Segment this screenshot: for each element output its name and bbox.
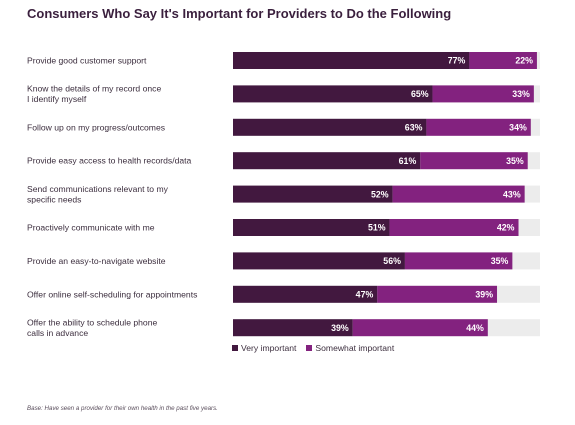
bar-segment-very-important: [233, 118, 427, 136]
bar-segment-somewhat-important: [389, 219, 519, 236]
data-label: 42%: [497, 223, 515, 233]
legend-swatch-somewhat-important: [306, 345, 313, 351]
bar-segment-very-important: [233, 52, 470, 69]
bar-segment-somewhat-important: [377, 285, 498, 303]
category-label: Provide an easy-to-navigate website: [27, 256, 166, 266]
category-label: Follow up on my progress/outcomes: [27, 122, 165, 132]
legend-item-very-important: Very important: [232, 343, 296, 353]
category-label: Offer online self-scheduling for appoint…: [27, 289, 197, 299]
bar-segment-somewhat-important: [426, 118, 531, 136]
data-label: 39%: [331, 323, 349, 333]
data-label: 47%: [356, 290, 374, 300]
data-label: 63%: [405, 123, 423, 133]
data-label: 51%: [368, 223, 386, 233]
legend-label-somewhat-important: Somewhat important: [315, 343, 395, 353]
data-label: 35%: [491, 256, 509, 266]
data-label: 43%: [503, 189, 521, 199]
data-label: 61%: [399, 156, 417, 166]
category-label: Provide good customer support: [27, 56, 147, 66]
bar-segment-somewhat-important: [469, 52, 537, 69]
data-label: 35%: [506, 156, 524, 166]
bar-segment-somewhat-important: [420, 152, 528, 170]
legend: Very important Somewhat important: [232, 343, 394, 353]
bar-segment-very-important: [233, 152, 421, 170]
data-label: 33%: [512, 89, 530, 99]
category-label: calls in advance: [27, 328, 88, 338]
bar-segment-very-important: [233, 319, 353, 337]
category-label: Offer the ability to schedule phone: [27, 317, 157, 327]
bar-segment-somewhat-important: [432, 85, 534, 103]
category-label: Know the details of my record once: [27, 84, 161, 94]
chart-title: Consumers Who Say It's Important for Pro…: [27, 6, 452, 21]
bar-segment-somewhat-important: [404, 252, 513, 270]
legend-item-somewhat-important: Somewhat important: [306, 343, 394, 353]
data-label: 56%: [383, 256, 401, 266]
data-label: 34%: [509, 123, 527, 133]
category-label: specific needs: [27, 194, 81, 204]
data-label: 52%: [371, 189, 389, 199]
footnote: Base: Have seen a provider for their own…: [27, 405, 218, 412]
data-label: 77%: [448, 56, 466, 66]
data-label: 39%: [475, 290, 493, 300]
data-label: 22%: [515, 56, 533, 66]
bar-segment-very-important: [233, 252, 405, 270]
category-label: Proactively communicate with me: [27, 223, 155, 233]
data-label: 65%: [411, 89, 429, 99]
bar-segment-very-important: [233, 285, 378, 303]
category-label: Send communications relevant to my: [27, 184, 169, 194]
bar-segment-very-important: [233, 185, 393, 203]
bar-segment-very-important: [233, 85, 433, 103]
data-label: 44%: [466, 323, 484, 333]
legend-swatch-very-important: [232, 345, 238, 351]
category-label: I identify myself: [27, 94, 87, 104]
bar-segment-very-important: [233, 219, 390, 236]
bar-segment-somewhat-important: [392, 185, 525, 203]
legend-label-very-important: Very important: [241, 343, 297, 353]
bar-segment-somewhat-important: [352, 319, 488, 337]
category-label: Provide easy access to health records/da…: [27, 156, 192, 166]
